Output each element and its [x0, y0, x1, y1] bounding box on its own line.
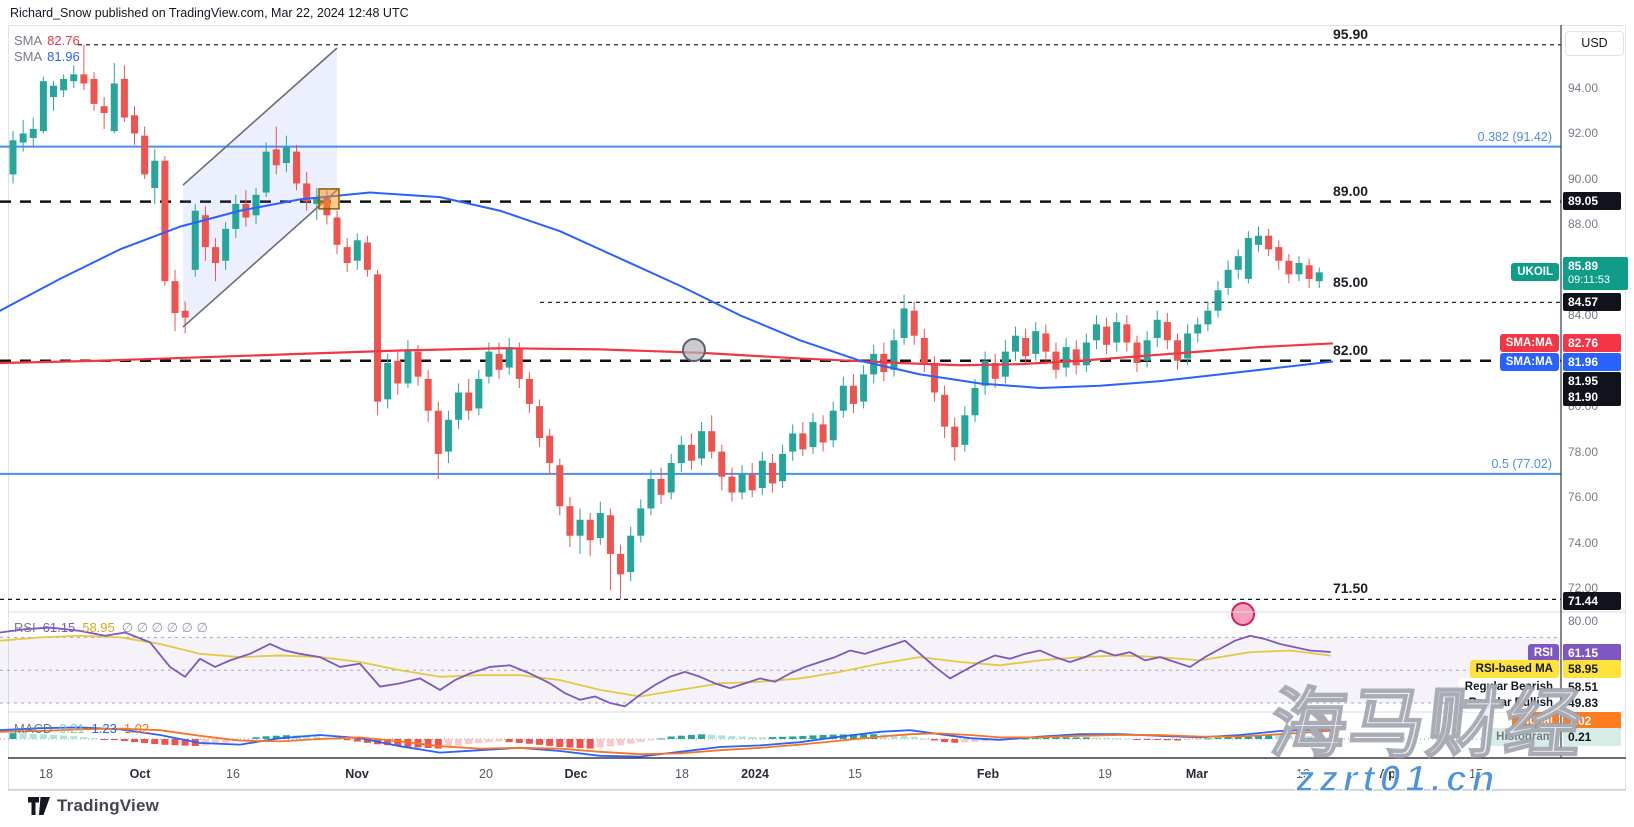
indicator-tag-regular-bearish-value: 58.51	[1563, 678, 1621, 696]
last-price-box: 85.89 09:11:53	[1563, 257, 1628, 290]
sma-legend-blue[interactable]: SMA 81.96	[14, 49, 80, 65]
sma-value-blue: 81.96	[47, 49, 80, 64]
sma-label: SMA	[14, 49, 43, 64]
price-tick-84.00: 84.00	[1568, 308, 1599, 322]
last-price-value: 85.89	[1568, 259, 1599, 273]
level-text-95-90: 95.90	[1333, 25, 1369, 42]
fib-label-77.02: 0.5 (77.02)	[1491, 456, 1552, 471]
support-resistance-lines	[0, 44, 1561, 600]
time-label-18: 18	[39, 767, 53, 781]
gray-circle-marker	[682, 338, 706, 363]
highlight-box	[318, 188, 340, 210]
price-tag-81-96-chip: SMA:MA	[1499, 353, 1559, 371]
indicator-tag-regular-bullish-value: 49.83	[1563, 694, 1621, 712]
time-label-Mar: Mar	[1185, 767, 1209, 781]
indicator-tag-signal-value: 1.02	[1563, 712, 1621, 730]
time-label-15: 15	[848, 767, 862, 781]
indicator-tag-rsi-based-ma-value: 58.95	[1563, 660, 1621, 678]
time-label-Feb: Feb	[976, 767, 1000, 781]
channel-borders	[182, 47, 338, 328]
price-tag-71-44-value: 71.44	[1563, 592, 1621, 610]
price-tick-90.00: 90.00	[1568, 172, 1599, 186]
price-tick-76.00: 76.00	[1568, 490, 1599, 504]
indicator-tag-regular-bearish-chip: Regular Bearish	[1458, 678, 1559, 696]
price-tick-74.00: 74.00	[1568, 536, 1599, 550]
price-tag-81-95-value: 81.95	[1563, 372, 1621, 390]
price-tag-82-76-value: 82.76	[1563, 334, 1621, 352]
fib-label-91.42: 0.382 (91.42)	[1477, 129, 1552, 144]
price-tag-84-57-value: 84.57	[1563, 293, 1621, 311]
rsi-ma-value: 58.95	[82, 620, 115, 635]
candles	[9, 44, 1323, 600]
macd-line-value: 1.23	[91, 721, 117, 736]
price-tick-94.00: 94.00	[1568, 81, 1599, 95]
time-label-Nov: Nov	[345, 767, 369, 781]
price-tick-92.00: 92.00	[1568, 126, 1599, 140]
price-tag-82-76-chip: SMA:MA	[1499, 334, 1559, 352]
bar-countdown: 09:11:53	[1568, 274, 1611, 286]
level-text-89-00: 89.00	[1333, 182, 1369, 199]
indicator-tag-rsi-chip: RSI	[1527, 644, 1559, 662]
time-label-Dec: Dec	[564, 767, 588, 781]
price-tag-81-90-value: 81.90	[1563, 388, 1621, 406]
time-label-15: 15	[1469, 767, 1483, 781]
time-label-16: 16	[226, 767, 240, 781]
macd-signal-value: 1.02	[123, 721, 150, 736]
indicator-tag-histogram-chip: Histogram	[1490, 728, 1559, 746]
indicator-tag-signal-chip: Signal	[1512, 712, 1559, 730]
rsi-empty-markers: ∅ ∅ ∅ ∅ ∅ ∅	[121, 620, 208, 635]
price-tag-89-05-value: 89.05	[1563, 192, 1621, 210]
level-text-71-50: 71.50	[1333, 580, 1369, 597]
price-tag-81-96-value: 81.96	[1563, 353, 1621, 371]
price-tick-78.00: 78.00	[1568, 445, 1599, 459]
sma-blue-line	[0, 191, 1333, 389]
time-label-18: 18	[675, 767, 689, 781]
macd-pane	[0, 726, 1561, 758]
macd-hist-value: 0.21	[59, 721, 85, 736]
time-label-Apr: Apr	[1379, 767, 1401, 781]
pane-borders	[8, 25, 1626, 791]
main-pane-legend: SMA 82.76 SMA 81.96	[14, 33, 80, 65]
indicator-tag-regular-bullish-chip: Regular Bullish	[1462, 694, 1559, 712]
sma-label: SMA	[14, 33, 43, 48]
sma-red-line	[0, 342, 1334, 367]
price-tick-72.00: 72.00	[1568, 581, 1599, 595]
tradingview-logo-icon	[28, 797, 50, 815]
indicator-tag-rsi-value: 61.15	[1563, 644, 1621, 662]
symbol-chip: UKOIL	[1511, 263, 1559, 281]
rsi-label: RSI	[14, 620, 36, 635]
channel-fill	[183, 48, 337, 328]
macd-label: MACD	[14, 721, 53, 736]
time-label-19: 19	[1098, 767, 1112, 781]
currency-toggle-button[interactable]: USD	[1565, 31, 1624, 56]
rsi-value: 61.15	[42, 620, 76, 635]
time-label-20: 20	[479, 767, 493, 781]
price-tick-80.00: 80.00	[1568, 614, 1599, 628]
publish-header: Richard_Snow published on TradingView.co…	[10, 6, 409, 20]
rsi-pane-legend[interactable]: RSI 61.15 58.95 ∅ ∅ ∅ ∅ ∅ ∅	[14, 620, 215, 636]
tradingview-logo[interactable]: TradingView	[28, 796, 159, 816]
tradingview-logo-text: TradingView	[57, 796, 160, 815]
price-tick-88.00: 88.00	[1568, 217, 1599, 231]
time-label-Oct: Oct	[129, 767, 151, 781]
indicator-tag-rsi-based-ma-chip: RSI-based MA	[1469, 660, 1559, 678]
macd-pane-legend[interactable]: MACD 0.21 1.23 1.02	[14, 721, 156, 736]
indicator-tag-histogram-value: 0.21	[1563, 728, 1621, 746]
time-label-2024: 2024	[741, 767, 769, 781]
level-text-85-00: 85.00	[1333, 273, 1369, 290]
pink-circle-marker	[1231, 602, 1255, 626]
sma-legend-red[interactable]: SMA 82.76	[14, 33, 80, 49]
rsi-pane	[0, 626, 1561, 708]
level-text-82-00: 82.00	[1333, 341, 1369, 358]
time-label-18: 18	[1296, 767, 1310, 781]
sma-value-red: 82.76	[47, 33, 80, 48]
